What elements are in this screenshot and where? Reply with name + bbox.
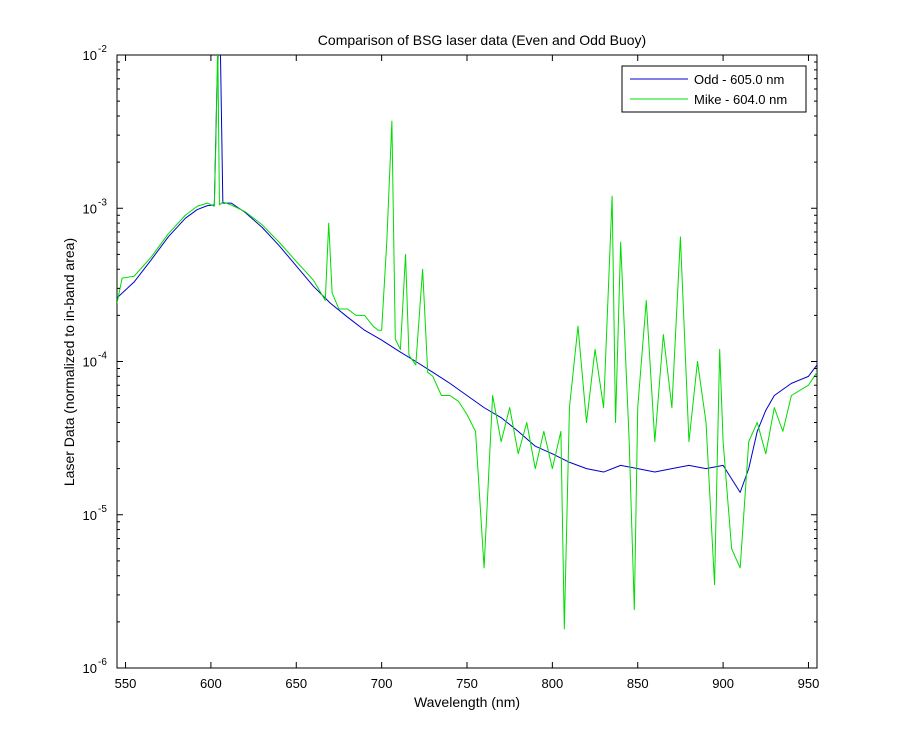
- series-line-mike: [117, 55, 817, 630]
- y-axis-label: Laser Data (normalized to in-band area): [61, 238, 77, 486]
- axes-frame: [116, 54, 818, 669]
- y-tick-exponent: -2: [98, 44, 107, 55]
- x-tick-label: 950: [798, 676, 820, 691]
- legend-label: Odd - 605.0 nm: [694, 72, 784, 87]
- y-tick-label: 10: [83, 355, 97, 370]
- x-tick-label: 600: [200, 676, 222, 691]
- y-tick-label: 10: [83, 48, 97, 63]
- x-tick-label: 650: [285, 676, 307, 691]
- legend-box: [621, 65, 807, 113]
- x-tick-label: 700: [371, 676, 393, 691]
- y-tick-exponent: -5: [98, 504, 107, 515]
- series-layer: [117, 55, 817, 630]
- x-tick-label: 800: [542, 676, 564, 691]
- legend-label: Mike - 604.0 nm: [694, 92, 787, 107]
- y-tick-exponent: -6: [98, 657, 107, 668]
- chart-title: Comparison of BSG laser data (Even and O…: [318, 32, 646, 48]
- y-tick-exponent: -3: [98, 197, 107, 208]
- x-tick-label: 750: [456, 676, 478, 691]
- y-tick-label: 10: [83, 508, 97, 523]
- x-tick-label: 900: [712, 676, 734, 691]
- y-tick-label: 10: [83, 661, 97, 676]
- x-axis-label: Wavelength (nm): [414, 694, 520, 710]
- x-tick-label: 850: [627, 676, 649, 691]
- x-tick-label: 550: [115, 676, 137, 691]
- y-tick-label: 10: [83, 201, 97, 216]
- legend: Odd - 605.0 nm Mike - 604.0 nm: [621, 65, 807, 113]
- y-tick-exponent: -4: [98, 351, 107, 362]
